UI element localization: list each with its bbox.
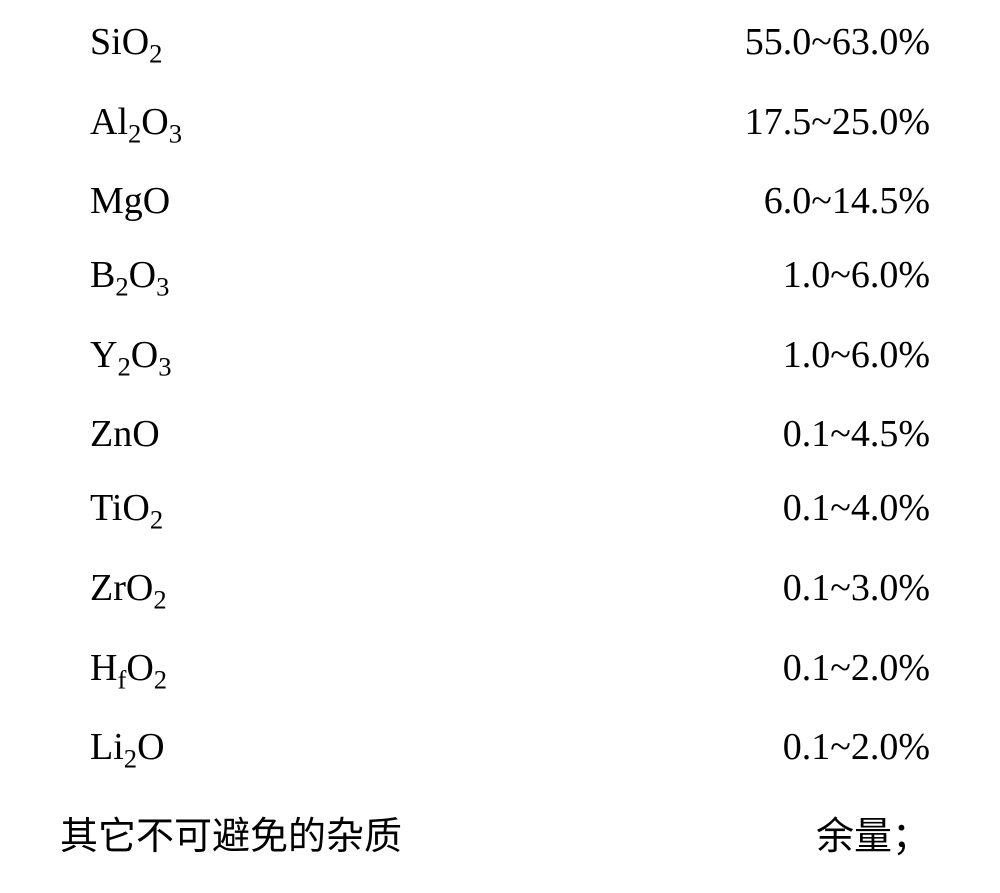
compound-value: 17.5~25.0%	[745, 100, 940, 144]
table-row: Y2O3 1.0~6.0%	[60, 333, 940, 383]
compound-value: 55.0~63.0%	[745, 20, 940, 64]
compound-label: Li2O	[60, 725, 165, 775]
compound-value: 1.0~6.0%	[783, 253, 940, 297]
table-row: Al2O3 17.5~25.0%	[60, 100, 940, 150]
compound-value: 0.1~4.5%	[783, 412, 940, 456]
compound-label: MgO	[60, 179, 170, 223]
table-row: SiO2 55.0~63.0%	[60, 20, 940, 70]
compound-label: ZnO	[60, 412, 160, 456]
table-row: 其它不可避免的杂质 余量；	[60, 805, 940, 860]
compound-value: 0.1~2.0%	[783, 646, 940, 690]
compound-label: TiO2	[60, 486, 163, 536]
table-row: ZrO2 0.1~3.0%	[60, 566, 940, 616]
compound-label: Al2O3	[60, 100, 182, 150]
compound-label: SiO2	[60, 20, 162, 70]
table-row: HfO2 0.1~2.0%	[60, 646, 940, 696]
table-row: ZnO 0.1~4.5%	[60, 412, 940, 456]
compound-label: HfO2	[60, 646, 167, 696]
compound-label: ZrO2	[60, 566, 167, 616]
compound-value: 1.0~6.0%	[783, 333, 940, 377]
compound-value: 0.1~4.0%	[783, 486, 940, 530]
compound-value: 0.1~2.0%	[783, 725, 940, 769]
compound-label: B2O3	[60, 253, 169, 303]
composition-table: SiO2 55.0~63.0% Al2O3 17.5~25.0% MgO 6.0…	[60, 20, 940, 860]
compound-value: 余量；	[816, 805, 940, 860]
table-row: Li2O 0.1~2.0%	[60, 725, 940, 775]
compound-label: Y2O3	[60, 333, 172, 383]
compound-value: 6.0~14.5%	[764, 179, 940, 223]
compound-value: 0.1~3.0%	[783, 566, 940, 610]
table-row: TiO2 0.1~4.0%	[60, 486, 940, 536]
compound-label: 其它不可避免的杂质	[60, 805, 402, 860]
table-row: MgO 6.0~14.5%	[60, 179, 940, 223]
table-row: B2O3 1.0~6.0%	[60, 253, 940, 303]
